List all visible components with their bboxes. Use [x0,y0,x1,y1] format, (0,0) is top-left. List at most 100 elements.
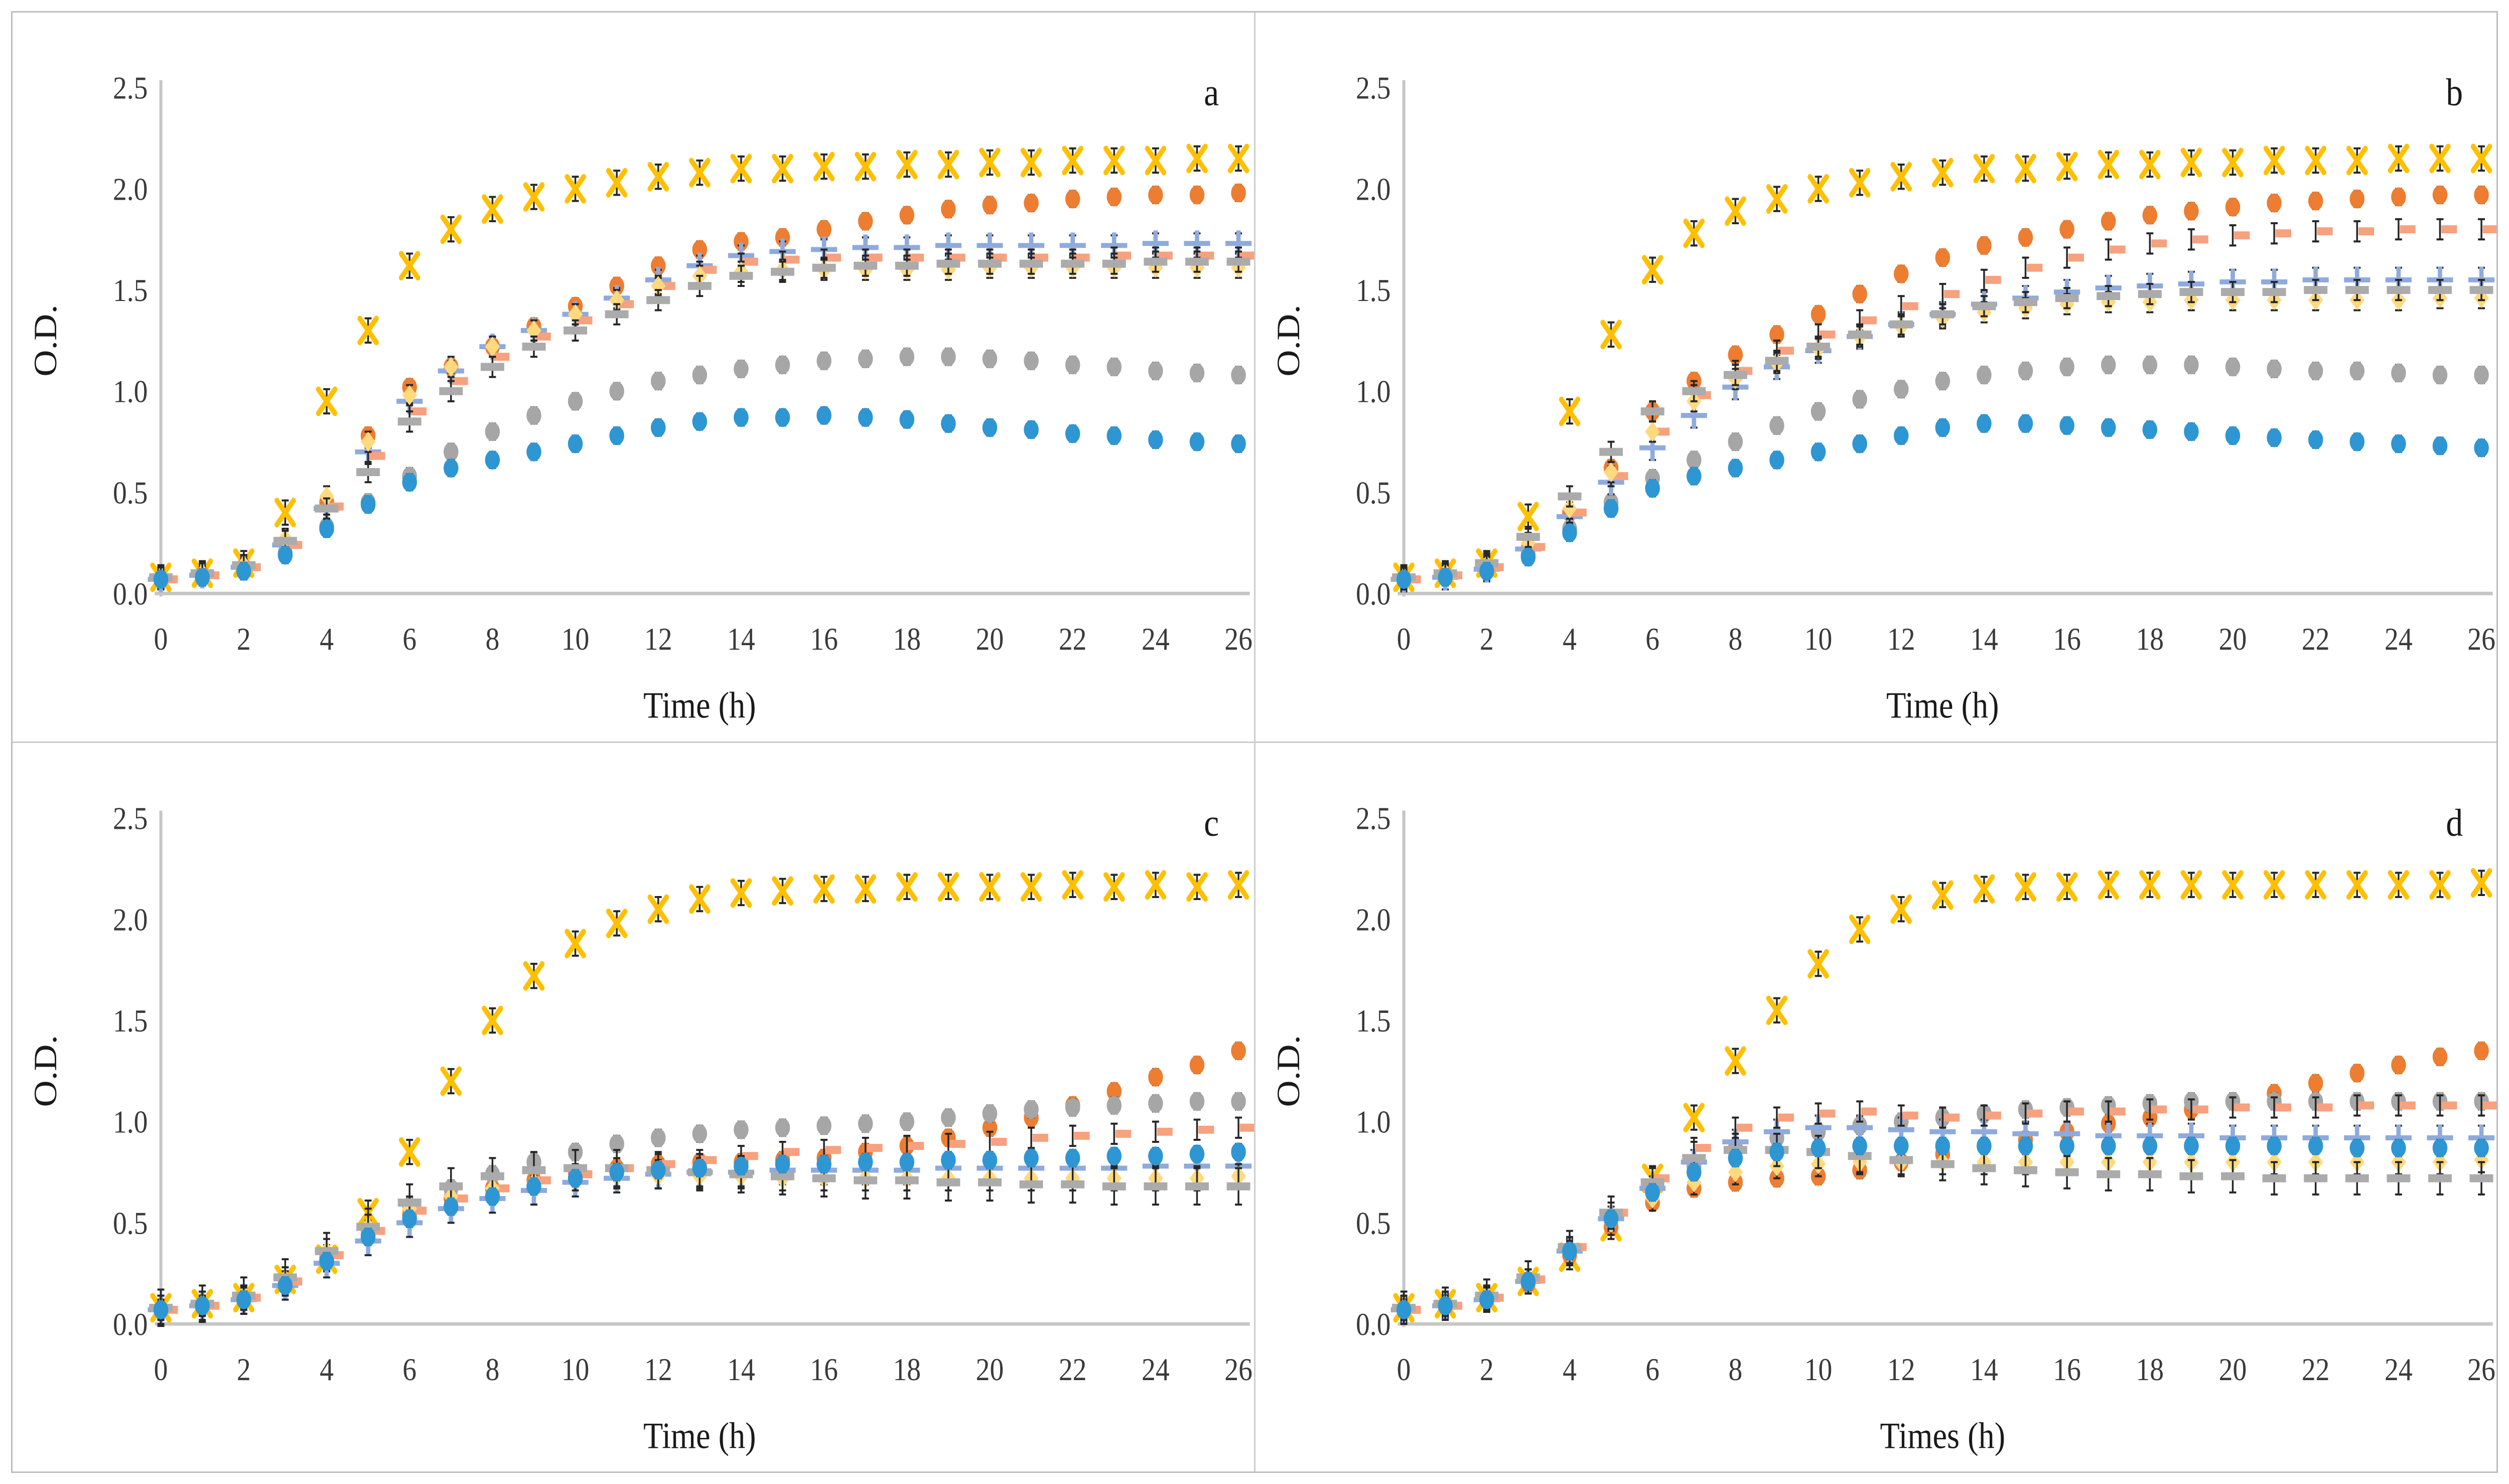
y-tick-label: 0.5 [1355,475,1390,510]
marker-circle [568,1168,583,1188]
x-tick-label: 10 [1804,1352,1832,1387]
marker-circle [816,220,831,239]
marker-dash [522,342,546,351]
marker-circle [941,1150,956,1169]
error-bar [1152,1120,1159,1143]
x-tick-label: 8 [485,1352,499,1387]
marker-circle [153,1300,169,1319]
marker-circle [1437,1296,1453,1315]
marker-dash [1102,259,1126,268]
marker-star [1186,871,1208,902]
marker-dash [784,255,800,264]
marker-circle [858,349,873,369]
marker-circle [858,408,873,427]
y-axis-title: O.D. [1270,1035,1306,1107]
marker-circle [941,1108,956,1127]
marker-dash [1930,1159,1955,1168]
marker-circle [2225,426,2240,446]
marker-circle [1148,1146,1163,1165]
marker-dash [771,267,795,276]
marker-dash [991,253,1007,262]
y-tick-label: 1.5 [1355,272,1390,308]
marker-star [2180,869,2202,900]
y-tick-label: 0.0 [113,576,148,611]
marker-dash [1032,1133,1049,1142]
marker-dash [2026,1109,2042,1118]
marker-star [482,194,503,224]
marker-circle [2059,220,2074,239]
marker-circle [1148,361,1163,381]
marker-dash [439,387,463,395]
marker-circle [360,495,376,514]
series-gray-circle [153,347,1246,589]
x-tick-label: 8 [1728,1352,1742,1387]
marker-dash [397,1198,422,1207]
x-tick-label: 14 [727,1352,755,1387]
marker-circle [1189,432,1205,452]
marker-dash [1157,1127,1173,1136]
marker-circle [319,519,334,538]
marker-circle [1935,1136,1950,1155]
marker-star [1600,320,1622,350]
marker-dash [812,1174,836,1182]
marker-star [1766,995,1787,1025]
marker-dash [1985,275,2001,284]
marker-dash [2303,286,2327,294]
marker-circle [1231,1041,1246,1061]
marker-dash [1074,1131,1090,1140]
marker-dash [1198,251,1214,260]
marker-dash [2262,288,2286,296]
marker-dash [1074,253,1090,262]
chart-d: 0.00.51.01.52.02.50 2 4 6 8 10 12 14 16 18 20 22 24 2… [1270,801,2496,1456]
x-tick-label: 0 [154,621,168,656]
marker-star [2304,145,2326,176]
marker-circle [1189,185,1205,205]
marker-dash [2068,1107,2084,1116]
marker-dash [1144,1182,1168,1191]
error-bar [2146,1098,2153,1121]
error-bar [2229,1096,2236,1119]
marker-dash [1902,1111,1918,1120]
error-bar [2312,220,2319,243]
error-bar [2395,1094,2402,1117]
marker-star [1931,880,1954,910]
marker-dash [2345,286,2369,294]
marker-circle [277,1275,293,1295]
marker-circle [1479,561,1494,581]
marker-star [855,152,877,182]
marker-circle [941,199,956,219]
marker-star [2429,143,2451,174]
error-bar [2436,1094,2443,1117]
marker-circle [277,545,293,565]
marker-star [606,908,628,938]
marker-star [2014,871,2036,902]
marker-dash [2358,227,2374,236]
marker-dash [991,1137,1007,1146]
x-tick-label: 0 [154,1352,168,1387]
marker-dash [936,259,960,268]
marker-circle [2183,355,2199,375]
marker-circle [1893,426,1909,446]
marker-dash [1736,1123,1752,1132]
marker-star [689,884,711,914]
x-axis-title: Time (h) [643,684,756,725]
marker-dash [1061,259,1085,268]
marker-star [398,251,421,281]
x-tick-label: 4 [320,1352,334,1387]
marker-dash [1972,302,1996,311]
marker-circle [1728,1148,1743,1167]
marker-circle [1479,1290,1494,1309]
marker-circle [1935,371,1950,391]
y-tick-label: 2.5 [1355,70,1390,105]
marker-circle [858,211,873,231]
marker-circle [734,1156,749,1175]
marker-circle [2308,361,2323,381]
marker-circle [485,1186,500,1206]
marker-dash [854,1176,878,1184]
y-tick-label: 0.5 [1355,1205,1390,1240]
y-tick-label: 0.0 [1355,1306,1390,1342]
marker-circle [443,1197,459,1216]
marker-star [896,871,918,902]
marker-circle [1065,189,1080,209]
marker-circle [1644,479,1660,498]
